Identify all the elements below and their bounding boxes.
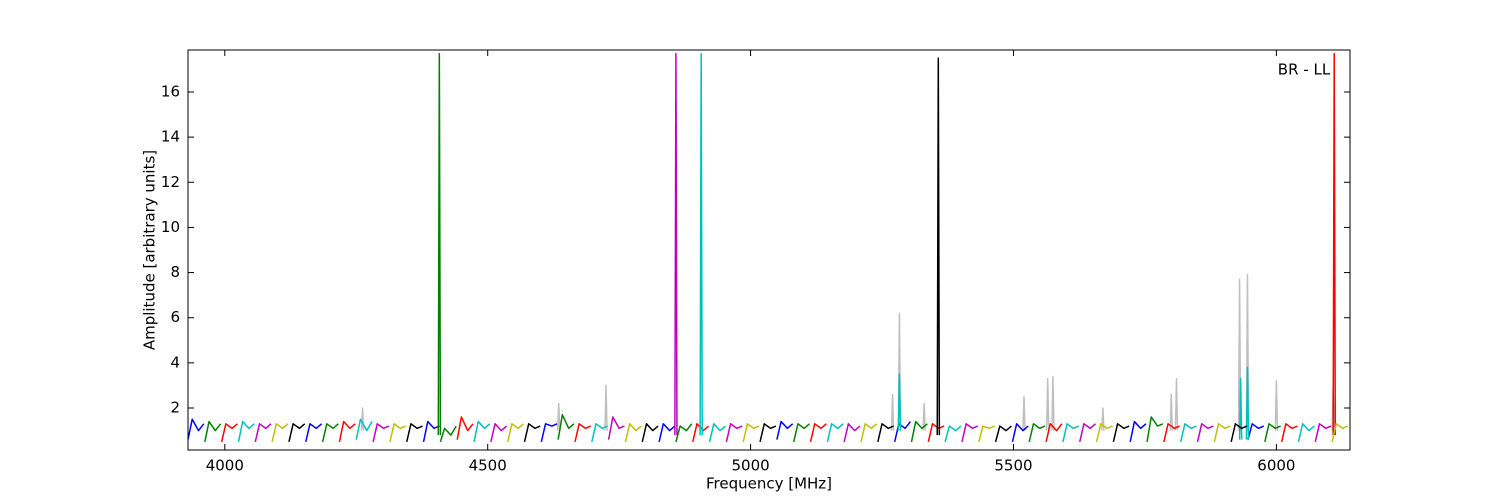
y-tick-label: 4 bbox=[170, 353, 180, 371]
x-tick-label: 5000 bbox=[732, 457, 770, 475]
y-tick-label: 16 bbox=[161, 82, 180, 100]
y-tick-label: 10 bbox=[161, 218, 180, 236]
series-line bbox=[204, 52, 1281, 443]
annotation: BR - LL bbox=[1278, 61, 1331, 79]
y-tick-label: 14 bbox=[161, 128, 180, 146]
y-tick-label: 12 bbox=[161, 173, 180, 191]
series-line bbox=[188, 418, 1265, 443]
series-line bbox=[271, 423, 1349, 443]
series-line bbox=[360, 274, 1335, 431]
x-tick-label: 5500 bbox=[994, 457, 1032, 475]
plot-frame bbox=[187, 49, 1351, 451]
x-axis-label: Frequency [MHz] bbox=[706, 475, 832, 493]
x-tick-label: 6000 bbox=[1257, 457, 1295, 475]
y-tick-label: 6 bbox=[170, 308, 180, 326]
series-line bbox=[237, 52, 1315, 443]
series-line bbox=[254, 52, 1332, 443]
x-tick-label: 4000 bbox=[206, 457, 244, 475]
series-line bbox=[288, 57, 1248, 443]
y-axis-label: Amplitude [arbitrary units] bbox=[141, 150, 159, 350]
x-tick-label: 4500 bbox=[469, 457, 507, 475]
plot-lines bbox=[188, 52, 1349, 443]
y-tick-label: 8 bbox=[170, 263, 180, 281]
y-tick-label: 2 bbox=[170, 399, 180, 417]
